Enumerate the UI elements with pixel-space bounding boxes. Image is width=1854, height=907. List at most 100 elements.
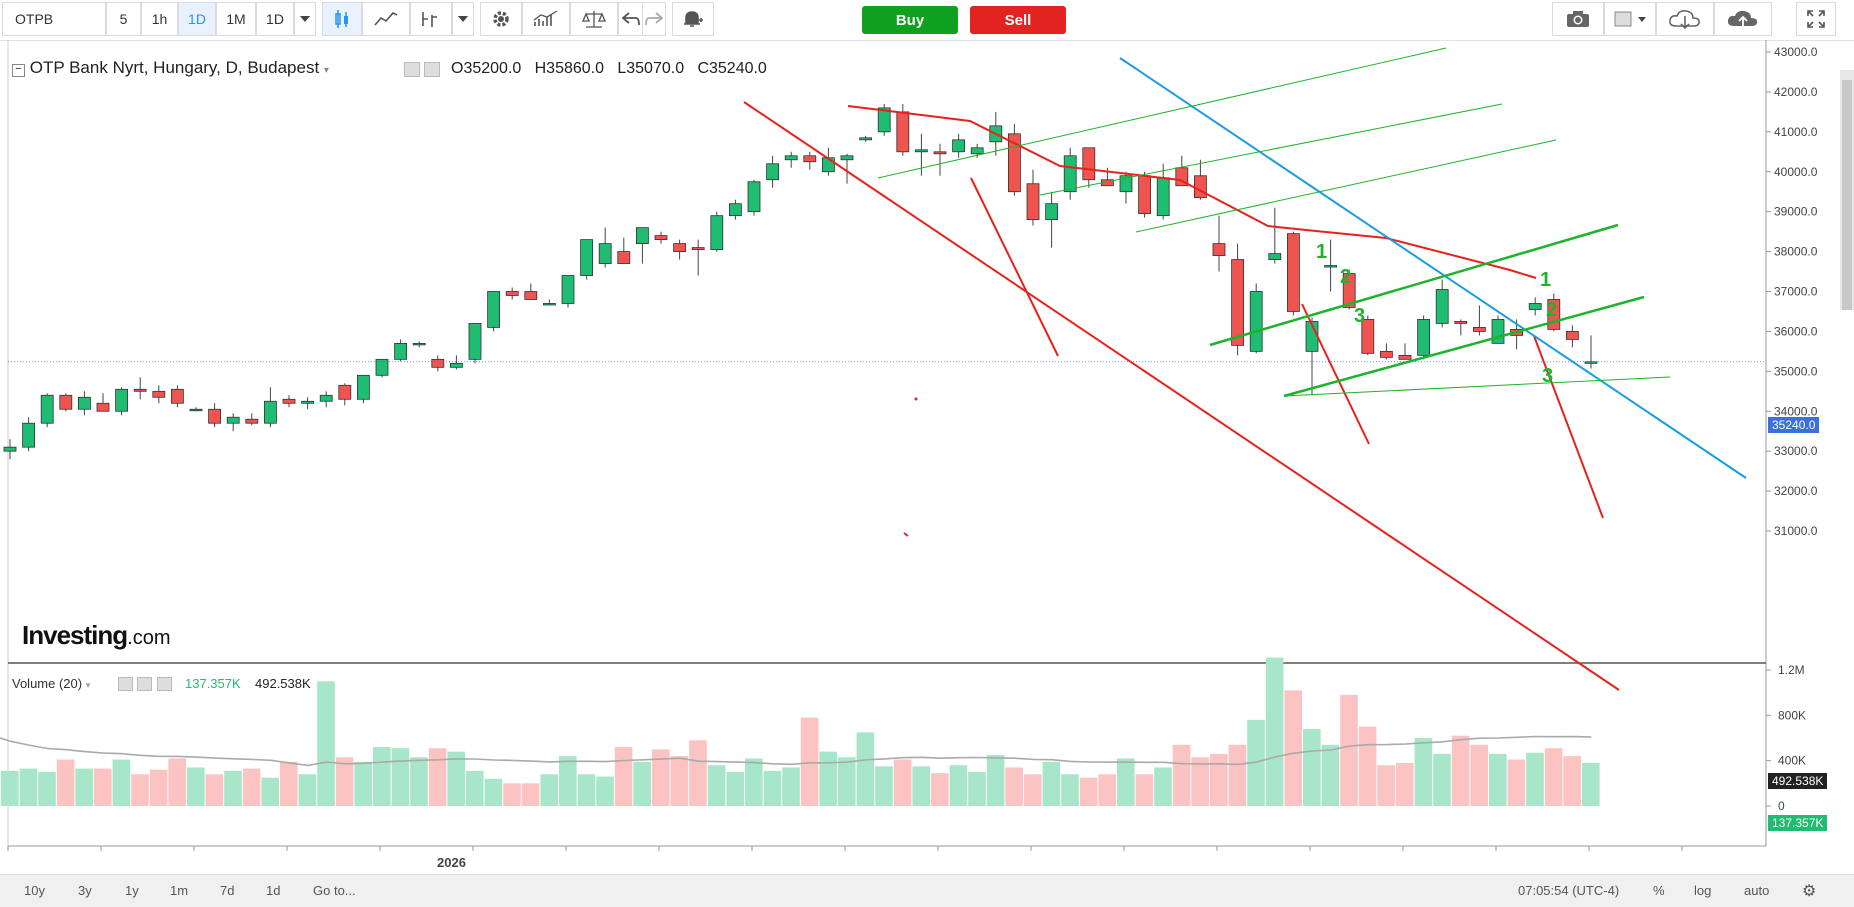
log-toggle[interactable]: log bbox=[1694, 883, 1712, 898]
chevron-down-icon bbox=[300, 16, 310, 22]
chevron-down-icon[interactable]: ▾ bbox=[85, 680, 91, 690]
redo-button[interactable] bbox=[642, 2, 666, 36]
candle-body bbox=[468, 323, 482, 360]
buy-label: Buy bbox=[895, 11, 925, 29]
interval-1m[interactable]: 1M bbox=[216, 2, 256, 36]
green-fan-line[interactable] bbox=[1283, 376, 1671, 397]
candle-body bbox=[970, 147, 984, 155]
candle-body bbox=[1138, 175, 1151, 215]
volume-bar bbox=[447, 751, 465, 806]
cloud-upload-button[interactable] bbox=[1714, 2, 1772, 36]
auto-toggle[interactable]: auto bbox=[1744, 883, 1770, 898]
candle-body bbox=[654, 235, 668, 241]
interval-dropdown[interactable] bbox=[294, 2, 316, 36]
candle-body bbox=[431, 358, 445, 368]
range-10y[interactable]: 10y bbox=[24, 883, 45, 898]
volume-bar bbox=[633, 761, 651, 806]
screenshot-button[interactable] bbox=[1552, 2, 1604, 36]
candles bbox=[3, 103, 1598, 460]
green-fan-line[interactable] bbox=[1135, 139, 1557, 233]
volume-bar bbox=[1117, 758, 1135, 806]
interval-5[interactable]: 5 bbox=[106, 2, 141, 36]
indicators-dropdown[interactable] bbox=[452, 2, 474, 36]
volume-bar bbox=[1005, 767, 1023, 806]
volume-bar bbox=[800, 717, 819, 806]
interval-1h[interactable]: 1h bbox=[141, 2, 178, 36]
eye-icon[interactable] bbox=[118, 677, 133, 691]
volume-bar bbox=[410, 757, 428, 806]
interval-label: 1h bbox=[151, 11, 168, 27]
volume-bar bbox=[428, 748, 447, 806]
compare-button[interactable] bbox=[522, 2, 570, 36]
close-value: C35240.0 bbox=[697, 60, 767, 77]
green-channel-lower-line[interactable] bbox=[1283, 295, 1645, 398]
green-channel-upper-line[interactable] bbox=[1209, 223, 1619, 347]
volume-legend: Volume (20) ▾ bbox=[12, 676, 90, 691]
range-1y[interactable]: 1y bbox=[125, 883, 139, 898]
settings-button[interactable] bbox=[480, 2, 522, 36]
goto-button[interactable]: Go to... bbox=[313, 883, 356, 898]
cloud-download-button[interactable] bbox=[1656, 2, 1714, 36]
red-upper-trend-line[interactable] bbox=[847, 105, 1537, 279]
sell-button[interactable]: Sell bbox=[970, 6, 1066, 34]
trendline-annotations[interactable]: 1 2 3 1 2 3 bbox=[743, 47, 1747, 691]
wave-label-2: 2 bbox=[1340, 266, 1351, 288]
red-leg-line[interactable] bbox=[1301, 303, 1370, 445]
close-icon[interactable] bbox=[156, 677, 172, 691]
candle-body bbox=[1287, 233, 1300, 312]
indicators-button[interactable] bbox=[410, 2, 452, 36]
volume-bar bbox=[521, 783, 540, 806]
gear-icon[interactable] bbox=[137, 677, 153, 691]
gear-icon[interactable] bbox=[424, 62, 441, 77]
candle-body bbox=[1324, 265, 1337, 268]
collapse-icon[interactable]: − bbox=[12, 64, 25, 77]
interval-1d-custom[interactable]: 1D bbox=[256, 2, 294, 36]
symbol-input[interactable]: OTPB bbox=[2, 2, 106, 36]
candle-body bbox=[1435, 289, 1449, 324]
range-7d[interactable]: 7d bbox=[220, 883, 235, 898]
volume-bar bbox=[949, 765, 968, 806]
line-chart-button[interactable] bbox=[362, 2, 410, 36]
alert-button[interactable] bbox=[672, 2, 714, 36]
range-3y[interactable]: 3y bbox=[78, 883, 92, 898]
eye-icon[interactable] bbox=[404, 62, 420, 77]
toolbar: OTPB 5 1h 1D 1M 1D Buy Sell bbox=[0, 0, 1854, 41]
buy-button[interactable]: Buy bbox=[862, 6, 958, 34]
range-1m[interactable]: 1m bbox=[170, 883, 189, 898]
volume-bar bbox=[224, 770, 242, 806]
candle-body bbox=[1342, 273, 1356, 308]
volume-title: Volume (20) bbox=[12, 676, 83, 691]
scale-button[interactable] bbox=[570, 2, 618, 36]
scrollbar-thumb[interactable] bbox=[1842, 80, 1852, 310]
red-leg-line[interactable] bbox=[1533, 335, 1604, 519]
volume-bar bbox=[19, 768, 38, 806]
volume-bar bbox=[596, 776, 614, 806]
fullscreen-button[interactable] bbox=[1796, 2, 1836, 36]
volume-bar bbox=[205, 774, 224, 806]
candle-body bbox=[952, 139, 965, 153]
blue-trend-line[interactable] bbox=[1119, 57, 1747, 479]
chevron-down-icon[interactable]: ▾ bbox=[323, 65, 329, 76]
candle-body bbox=[1082, 147, 1096, 181]
volume-bar bbox=[1303, 728, 1321, 806]
color-picker-button[interactable] bbox=[1604, 2, 1656, 36]
volume-last-tag: 137.357K bbox=[1768, 815, 1828, 831]
volume-bar bbox=[317, 681, 335, 806]
red-channel-lower-line[interactable] bbox=[743, 101, 1620, 691]
green-fan-line[interactable] bbox=[877, 47, 1447, 179]
percent-toggle[interactable]: % bbox=[1653, 883, 1665, 898]
red-leg-line[interactable] bbox=[970, 177, 1059, 357]
undo-button[interactable] bbox=[618, 2, 642, 36]
volume-bar bbox=[875, 766, 893, 806]
volume-bar bbox=[1544, 748, 1563, 806]
candle-body bbox=[1119, 175, 1133, 193]
candlestick-button[interactable] bbox=[322, 2, 362, 36]
chart-canvas[interactable]: 43000.0 42000.0 41000.0 40000.0 39000.0 38000… bbox=[0, 40, 1854, 874]
interval-1d[interactable]: 1D bbox=[178, 2, 216, 36]
price-tick-label: 34000.0 bbox=[1774, 404, 1818, 418]
candle-body bbox=[840, 155, 854, 161]
candle-body bbox=[1008, 133, 1021, 193]
gear-icon[interactable]: ⚙ bbox=[1802, 883, 1817, 900]
green-fan-line[interactable] bbox=[1039, 103, 1503, 196]
range-1d[interactable]: 1d bbox=[266, 883, 281, 898]
